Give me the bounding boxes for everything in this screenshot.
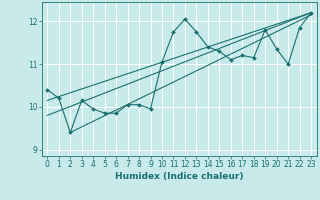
X-axis label: Humidex (Indice chaleur): Humidex (Indice chaleur) (115, 172, 244, 181)
